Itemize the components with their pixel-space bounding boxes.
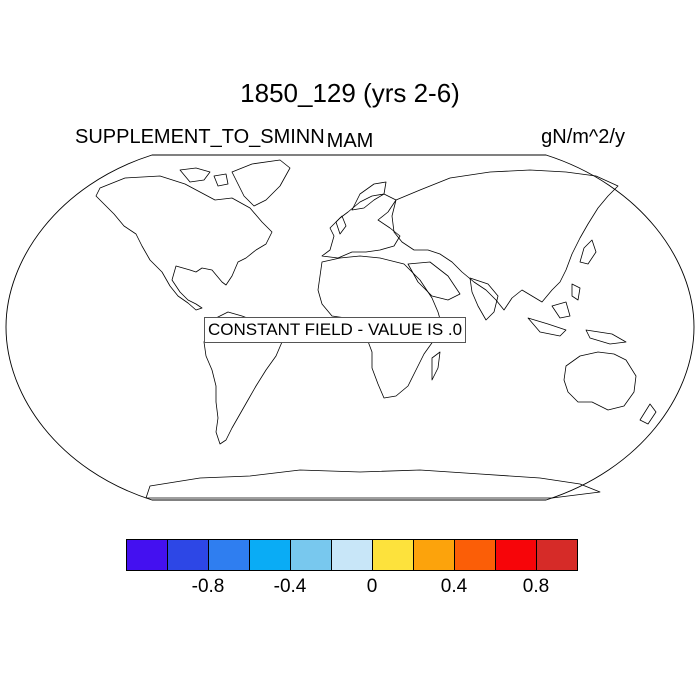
coastlines: [95, 159, 657, 499]
colorbar-swatch: [455, 540, 496, 570]
colorbar-swatch: [127, 540, 168, 570]
antarctica-outline: [145, 469, 601, 499]
season-label: MAM: [326, 130, 374, 152]
africa-outline: [317, 255, 443, 399]
colorbar-ticks: -0.8 -0.4 0 0.4 0.8: [0, 576, 700, 602]
colorbar-swatch: [414, 540, 455, 570]
colorbar-swatch: [168, 540, 209, 570]
colorbar-tick-label: 0.4: [440, 576, 468, 597]
colorbar-swatch: [537, 540, 577, 570]
colorbar-tick-label: -0.4: [273, 576, 307, 597]
philippines-outline: [571, 283, 581, 301]
scandinavia-outline: [351, 181, 387, 211]
colorbar-swatch: [332, 540, 373, 570]
arabia-outline: [407, 261, 461, 301]
colorbar-swatch: [373, 540, 414, 570]
plot-title: 1850_129 (yrs 2-6): [240, 78, 460, 108]
variable-label: SUPPLEMENT_TO_SMINN: [75, 126, 325, 148]
colorbar: [126, 539, 578, 571]
new-zealand-outline: [639, 403, 657, 425]
constant-field-notice: CONSTANT FIELD - VALUE IS .0: [204, 317, 467, 343]
colorbar-tick-label: -0.8: [191, 576, 225, 597]
indonesia-outline: [527, 301, 627, 345]
greenland-outline: [231, 159, 291, 207]
australia-outline: [563, 351, 637, 411]
uk-outline: [335, 215, 347, 235]
colorbar-tick-label: 0: [366, 576, 378, 597]
colorbar-swatch: [209, 540, 250, 570]
europe-outline: [321, 193, 401, 259]
units-label: gN/m^2/y: [541, 126, 625, 148]
north-america-outline: [95, 175, 273, 311]
india-outline: [469, 277, 499, 321]
arctic-islands-outline: [179, 167, 229, 187]
colorbar-swatch: [496, 540, 537, 570]
asia-outline: [391, 169, 619, 311]
japan-outline: [579, 239, 597, 265]
madagascar-outline: [431, 351, 441, 381]
colorbar-swatch: [250, 540, 291, 570]
colorbar-swatch: [291, 540, 332, 570]
colorbar-tick-label: 0.8: [522, 576, 550, 597]
